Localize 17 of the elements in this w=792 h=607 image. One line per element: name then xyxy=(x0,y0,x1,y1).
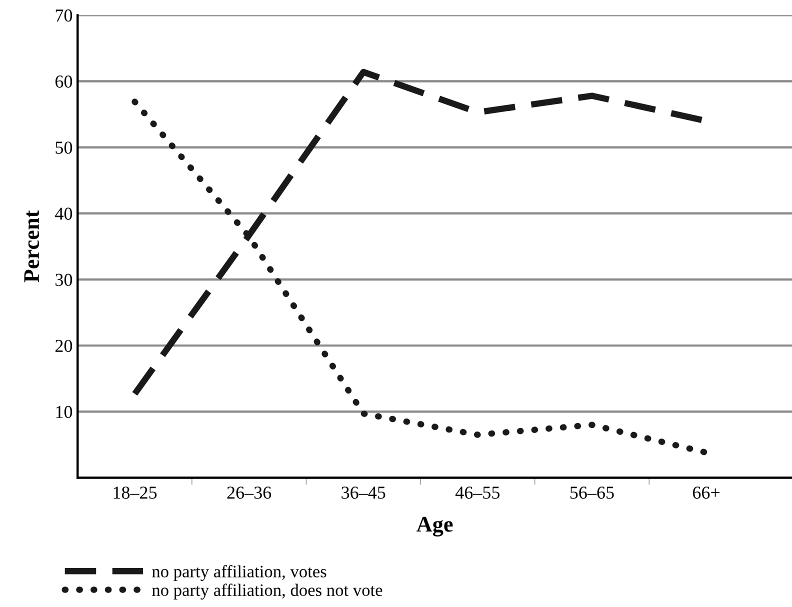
x-tick-label: 46–55 xyxy=(455,486,500,499)
y-tick-label: 40 xyxy=(55,208,72,220)
y-tick-label: 60 xyxy=(55,76,72,88)
x-tick-label: 66+ xyxy=(692,486,720,499)
y-tick-label: 20 xyxy=(55,340,72,352)
y-tick-label: 10 xyxy=(56,406,72,418)
y-tick-label: 50 xyxy=(56,142,72,154)
y-tick-label: 30 xyxy=(56,274,72,286)
y-axis-title: Percent xyxy=(24,210,40,282)
x-tick-label: 26–36 xyxy=(227,486,272,499)
legend-label: no party affiliation, votes xyxy=(152,565,326,581)
x-tick-label: 18–25 xyxy=(114,486,157,499)
x-tick-label: 56–65 xyxy=(570,486,614,499)
y-tick-label: 70 xyxy=(56,9,72,22)
x-axis-title: Age xyxy=(416,516,453,536)
x-tick-label: 36–45 xyxy=(342,486,386,499)
legend-label: no party affiliation, does not vote xyxy=(152,584,382,600)
